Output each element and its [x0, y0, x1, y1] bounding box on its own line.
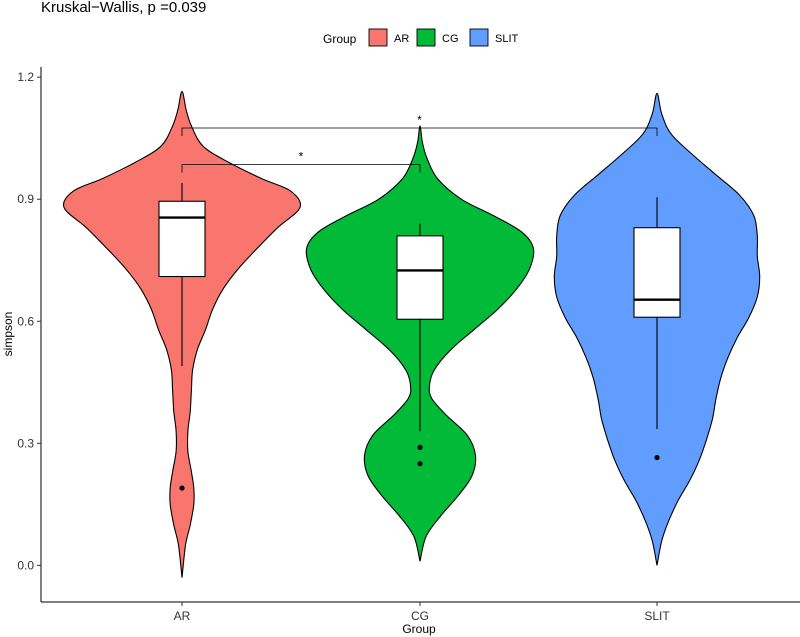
outlier-point-slit [654, 454, 660, 461]
outlier-point-cg [417, 461, 423, 467]
legend-label-slit: SLIT [495, 33, 519, 45]
legend-key-cg [416, 28, 436, 47]
y-tick-label: 0.6 [17, 314, 34, 328]
significance-layer: ** [181, 113, 658, 173]
y-tick-label: 0.0 [17, 558, 34, 572]
significance-label: * [299, 150, 304, 164]
y-tick-label: 1.2 [17, 70, 34, 84]
significance-bracket-ar-slit [181, 127, 658, 137]
outlier-point-ar [179, 485, 185, 491]
legend: Group AR CG SLIT [323, 28, 519, 47]
y-axis-title: simpson [1, 312, 15, 357]
legend-title: Group [323, 32, 357, 46]
y-axis-ticks: 0.0 0.3 0.6 0.9 1.2 [17, 70, 41, 572]
x-tick-label-slit: SLIT [644, 609, 670, 623]
legend-key-ar [368, 28, 388, 47]
x-axis-ticks: AR CG SLIT [174, 602, 670, 623]
x-axis-title: Group [402, 622, 436, 636]
box-slit [633, 227, 681, 318]
y-tick-label: 0.3 [17, 436, 34, 450]
y-tick-label: 0.9 [17, 192, 34, 206]
significance-label: * [417, 113, 422, 127]
legend-label-ar: AR [394, 33, 409, 45]
x-tick-label-cg: CG [411, 609, 429, 623]
box-ar [158, 200, 206, 278]
boxplots-layer [158, 182, 681, 491]
x-tick-label-ar: AR [174, 609, 191, 623]
significance-bracket-ar-cg [181, 164, 421, 173]
legend-label-cg: CG [442, 33, 459, 45]
legend-key-slit [469, 28, 489, 47]
chart-subtitle: Kruskal−Wallis, p =0.039 [41, 0, 206, 16]
box-cg [396, 235, 444, 320]
outlier-point-cg [417, 444, 423, 450]
